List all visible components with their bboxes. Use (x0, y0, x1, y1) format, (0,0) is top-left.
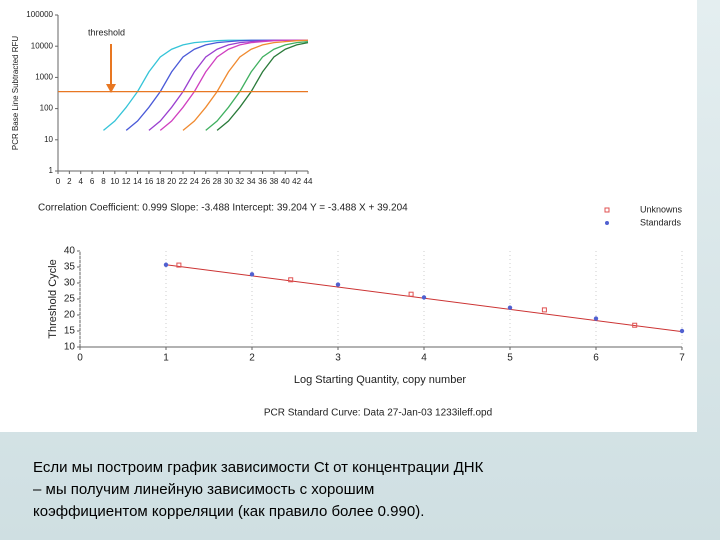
unknown-point (541, 307, 547, 313)
x-tick-label: 3 (335, 353, 341, 364)
y-tick-label: 1 (49, 166, 54, 175)
x-tick-label: 16 (144, 177, 153, 186)
x-tick-label: 26 (201, 177, 210, 186)
panel (0, 0, 697, 432)
y-tick-label: 10 (44, 135, 53, 144)
y-axis-label: Threshold Cycle (47, 259, 59, 338)
x-tick-label: 1 (163, 353, 169, 364)
y-tick-label: 25 (64, 294, 76, 305)
legend-label: Standards (640, 217, 682, 227)
unknown-point (288, 277, 294, 283)
x-tick-label: 18 (156, 177, 165, 186)
x-tick-label: 5 (507, 353, 513, 364)
x-tick-label: 6 (90, 177, 95, 186)
y-tick-label: 100000 (26, 10, 53, 19)
x-tick-label: 0 (56, 177, 61, 186)
x-tick-label: 12 (122, 177, 131, 186)
y-tick-label: 100 (40, 104, 54, 113)
x-tick-label: 34 (247, 177, 256, 186)
stats-annotation: Correlation Coefficient: 0.999 Slope: -3… (38, 203, 408, 214)
x-tick-label: 2 (67, 177, 72, 186)
threshold-label: threshold (88, 27, 125, 37)
x-tick-label: 6 (593, 353, 599, 364)
caption-line: коэффициентом корреляции (как правило бо… (33, 503, 424, 520)
x-tick-label: 4 (79, 177, 84, 186)
x-tick-label: 8 (101, 177, 106, 186)
x-tick-label: 4 (421, 353, 427, 364)
standard-point (421, 295, 427, 300)
unknown-point (408, 291, 414, 297)
x-tick-label: 22 (179, 177, 188, 186)
y-tick-label: 35 (64, 262, 76, 273)
x-axis-label: Log Starting Quantity, copy number (294, 374, 467, 386)
x-tick-label: 2 (249, 353, 255, 364)
y-tick-label: 10 (64, 342, 76, 353)
standard-point (163, 262, 169, 267)
x-tick-label: 42 (292, 177, 301, 186)
standard-point (249, 272, 255, 277)
amplification-curve (216, 42, 309, 131)
x-tick-label: 38 (269, 177, 278, 186)
x-tick-label: 40 (281, 177, 290, 186)
footer: PCR Standard Curve: Data 27-Jan-03 1233i… (264, 408, 492, 419)
amplification-curve (159, 39, 308, 131)
y-tick-label: 30 (64, 278, 76, 289)
standard-point (679, 328, 685, 334)
x-tick-label: 14 (133, 177, 142, 186)
legend-marker (604, 207, 610, 213)
y-tick-label: 40 (64, 246, 76, 257)
y-tick-label: 1000 (35, 73, 53, 82)
caption-line: – мы получим линейную зависимость с хоро… (33, 481, 374, 498)
threshold-arrowhead (106, 84, 116, 93)
y-tick-label: 15 (64, 326, 76, 337)
standard-point (507, 305, 513, 310)
unknown-point (632, 322, 638, 328)
x-tick-label: 20 (167, 177, 176, 186)
caption-line: Если мы построим график зависимости Ct о… (33, 459, 484, 476)
amplification-curve (182, 39, 309, 131)
x-tick-label: 36 (258, 177, 267, 186)
legend-marker (605, 221, 609, 225)
unknown-point (176, 262, 182, 268)
y-axis-label: PCR Base Line Subtracted RFU (11, 36, 20, 150)
x-tick-label: 44 (304, 177, 313, 186)
y-tick-label: 10000 (31, 41, 54, 50)
x-tick-label: 7 (679, 353, 685, 364)
y-tick-label: 20 (64, 310, 76, 321)
x-tick-label: 32 (235, 177, 244, 186)
standard-point (593, 316, 599, 321)
x-tick-label: 24 (190, 177, 199, 186)
x-tick-label: 30 (224, 177, 233, 186)
legend-label: Unknowns (640, 204, 683, 214)
x-tick-label: 0 (77, 353, 83, 364)
x-tick-label: 28 (213, 177, 222, 186)
amplification-curve (205, 40, 309, 131)
standard-point (335, 282, 341, 287)
x-tick-label: 10 (110, 177, 119, 186)
